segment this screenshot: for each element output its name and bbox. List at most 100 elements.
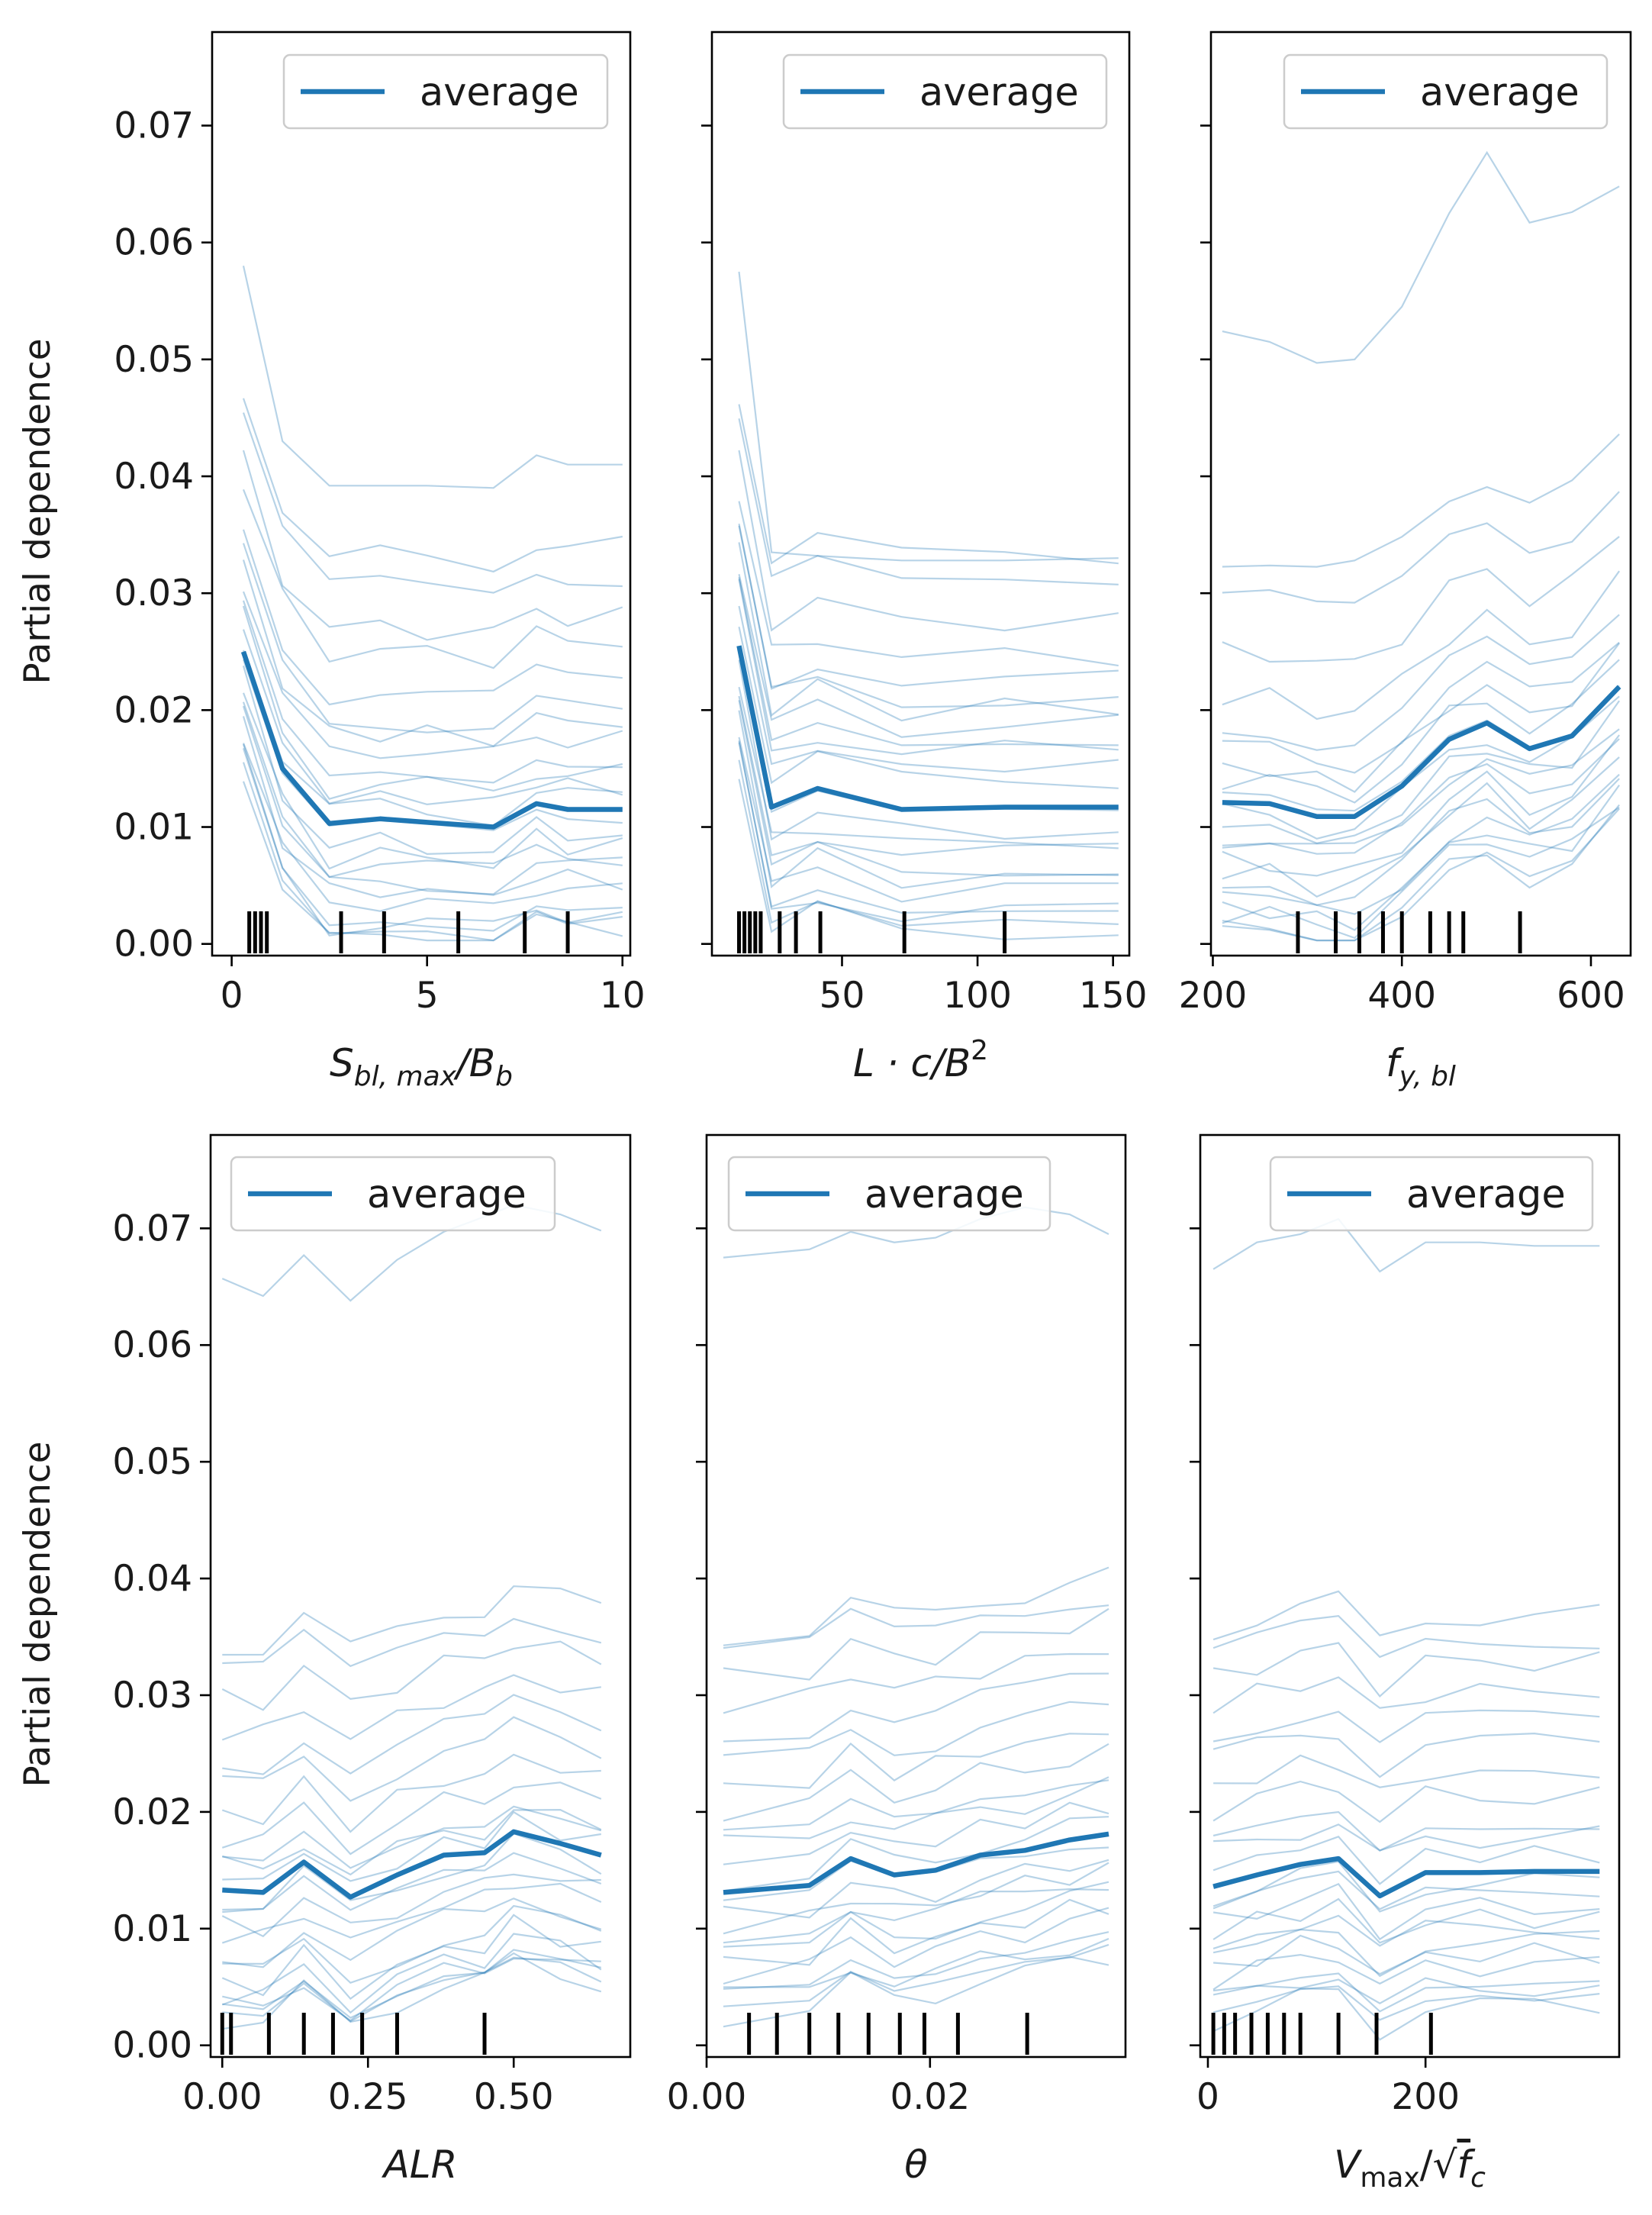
axes-frame <box>1209 31 1632 957</box>
ice-line <box>1212 1928 1600 1978</box>
x-axis-label: ALR <box>382 2142 458 2187</box>
axes-frame <box>1199 1133 1621 2059</box>
pd-panel-4: 0.00 0.01 0.02 0.03 0.04 0.05 0.06 0.07 0.00 0.25… <box>17 1133 632 2187</box>
legend-box <box>782 53 1108 130</box>
ice-line <box>222 1805 602 1869</box>
ice-line <box>1222 643 1620 793</box>
ice-line <box>738 742 1119 914</box>
ice-line <box>723 1607 1109 1681</box>
ice-line <box>1212 1810 1600 1852</box>
ice-line <box>738 737 1119 903</box>
ice-line <box>738 450 1119 632</box>
y-tick-label: 0.01 <box>114 807 194 849</box>
pd-panel-5: 0.00 0.02 θ average <box>667 1133 1127 2187</box>
ice-line <box>1222 734 1620 877</box>
legend: average <box>782 53 1108 130</box>
y-tick-label: 0.07 <box>112 1207 192 1249</box>
axes-frame <box>705 1133 1127 2059</box>
average-line <box>1212 1856 1600 1899</box>
ice-line <box>1222 773 1620 915</box>
y-tick-label: 0.03 <box>114 572 194 614</box>
y-tick-label: 0.02 <box>114 689 194 731</box>
ice-line <box>242 743 623 912</box>
ice-line-top <box>723 1206 1109 1259</box>
ice-lines-group <box>240 266 623 942</box>
ice-line <box>1212 1972 1600 2013</box>
ice-line-top <box>1212 1217 1600 1273</box>
legend-label-average: average <box>1420 70 1580 115</box>
ice-lines-group <box>723 1206 1109 2028</box>
ice-line <box>222 1952 602 2030</box>
ice-line <box>738 779 1119 940</box>
legend-label-average: average <box>1406 1172 1566 1217</box>
ice-line <box>242 450 623 641</box>
y-tick-label: 0.05 <box>112 1441 192 1483</box>
ice-line <box>1212 1614 1600 1659</box>
legend: average <box>230 1156 556 1232</box>
x-axis-label: Vmax/√fc <box>1334 2142 1486 2194</box>
ice-lines-group <box>736 271 1119 940</box>
ice-line <box>723 1881 1109 1944</box>
ice-line <box>1222 804 1620 942</box>
x-tick-label: 100 <box>943 975 1012 1017</box>
ice-line <box>242 412 623 594</box>
ice-line <box>723 1701 1109 1756</box>
x-tick-label: 10 <box>600 975 646 1017</box>
ice-line <box>221 1674 601 1741</box>
ice-line <box>723 1672 1109 1743</box>
ice-line <box>1222 728 1620 849</box>
ice-line <box>221 1882 602 1944</box>
ice-line <box>221 1781 602 1856</box>
legend-box <box>727 1156 1051 1232</box>
ice-line-top <box>738 271 1119 562</box>
ice-line <box>1222 641 1620 774</box>
ice-line <box>723 1943 1109 2007</box>
ice-line <box>222 1949 602 2019</box>
ice-line <box>738 525 1119 708</box>
ice-line <box>242 559 623 747</box>
ice-line <box>738 700 1119 866</box>
x-tick-label: 400 <box>1367 975 1436 1017</box>
ice-line <box>738 579 1119 756</box>
ice-line <box>738 542 1119 722</box>
ice-line <box>738 686 1119 850</box>
ice-line <box>1222 738 1620 855</box>
ice-line <box>221 1933 602 2014</box>
y-tick-label: 0.00 <box>112 2025 192 2067</box>
legend-box <box>230 1156 556 1232</box>
ice-line <box>1212 1676 1600 1714</box>
ice-line <box>1222 570 1620 721</box>
legend-label-average: average <box>420 70 579 115</box>
ice-line <box>723 1816 1109 1892</box>
ice-line <box>222 1852 602 1911</box>
ice-lines-group <box>221 1204 602 2030</box>
ice-line <box>221 1914 601 2001</box>
x-tick-label: 50 <box>820 975 865 1017</box>
axes-frame <box>209 1133 632 2059</box>
ice-line <box>723 1931 1109 1990</box>
ice-line <box>1222 695 1620 840</box>
legend-label-average: average <box>865 1172 1024 1217</box>
ice-line <box>242 781 623 942</box>
axes-frame <box>710 31 1131 957</box>
x-tick-label: 0.00 <box>182 2076 262 2118</box>
ice-line <box>1212 1732 1600 1778</box>
ice-line <box>242 716 623 898</box>
ice-line <box>222 1958 601 2022</box>
ice-line <box>242 762 623 942</box>
ice-line <box>723 1566 1109 1646</box>
ice-line <box>738 501 1119 667</box>
ice-line <box>242 701 623 895</box>
ice-line <box>1212 1590 1600 1641</box>
ice-line <box>738 740 1119 923</box>
legend-box <box>282 53 609 130</box>
ice-line <box>1212 1860 1600 1913</box>
ice-line <box>242 705 623 879</box>
ice-line <box>723 1888 1109 1948</box>
ice-line <box>242 529 623 706</box>
average-line <box>736 645 1119 812</box>
ice-line <box>1212 1897 1600 1944</box>
ice-line <box>738 573 1119 738</box>
ice-line <box>1222 491 1620 604</box>
x-tick-label: 0 <box>1196 2076 1219 2118</box>
